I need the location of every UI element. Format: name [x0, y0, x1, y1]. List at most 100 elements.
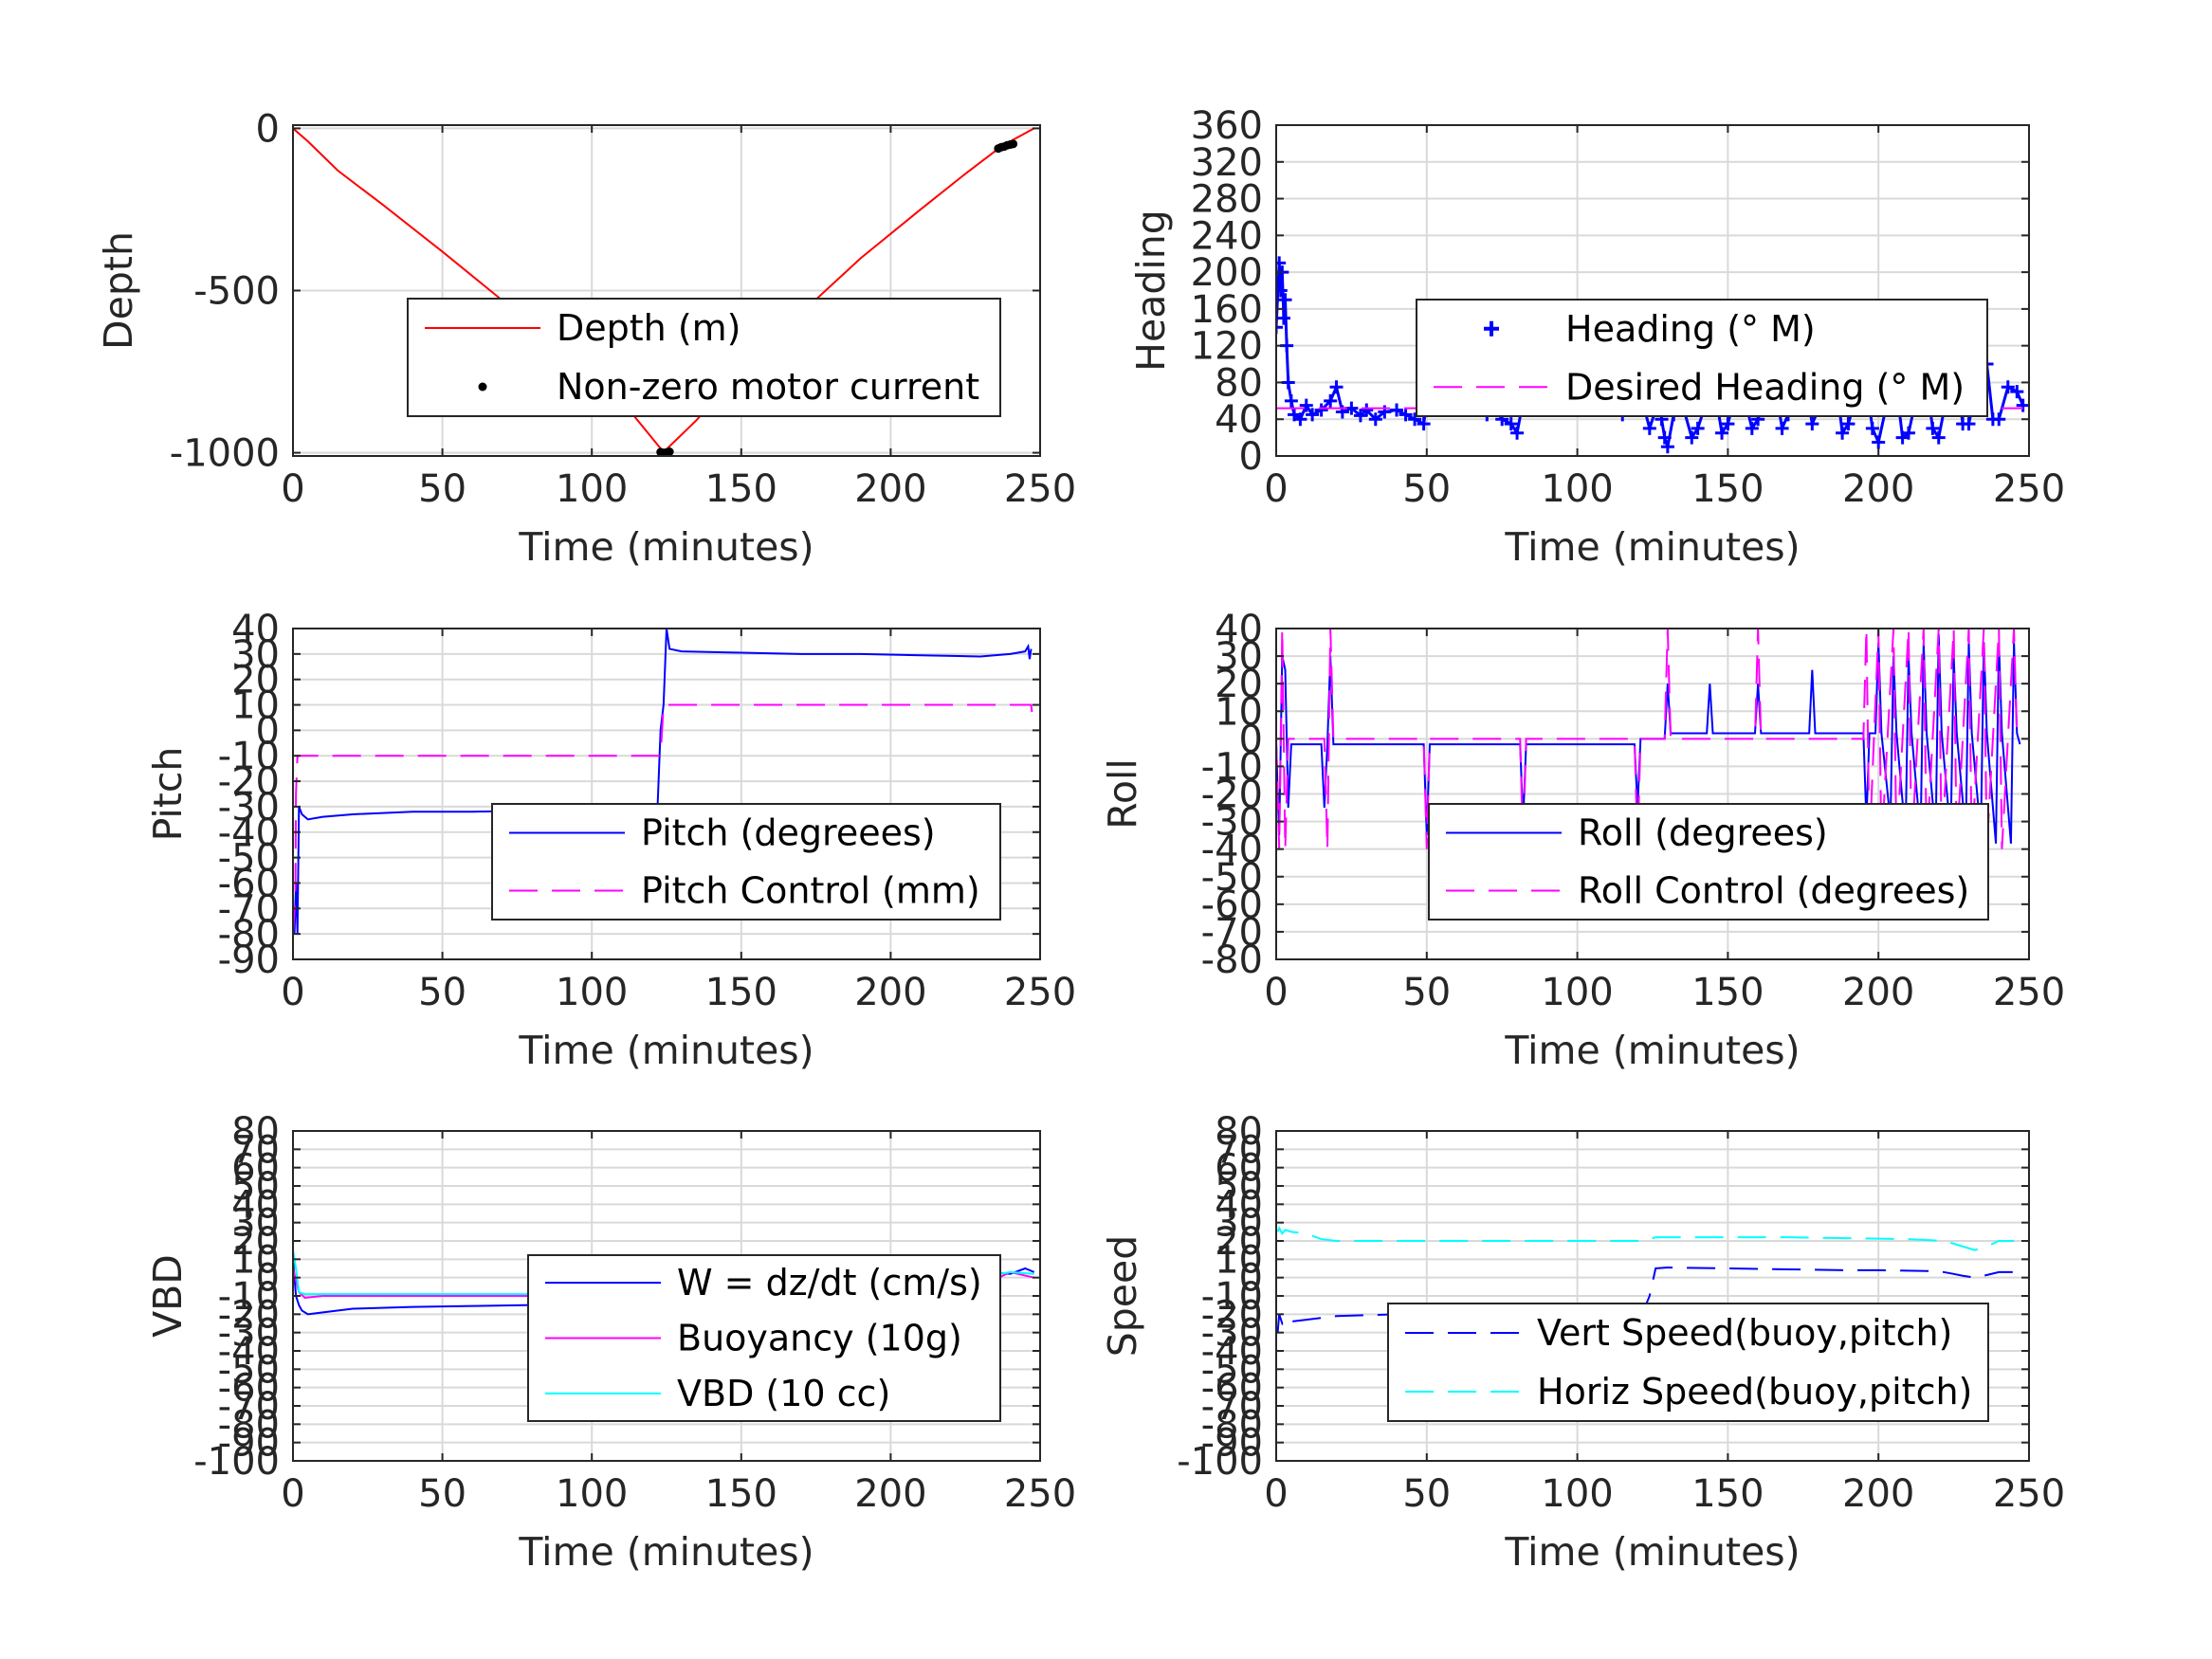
- y-tick-label: 40: [1215, 1183, 1263, 1227]
- series-line-1: [293, 703, 1034, 935]
- legend-box: [1416, 299, 1988, 417]
- y-tick-label: 60: [1215, 1147, 1263, 1191]
- data-point-plus: [1329, 380, 1344, 394]
- y-tick-label: -60: [218, 1367, 280, 1411]
- data-point-plus: [1398, 408, 1413, 422]
- data-point-plus: [1931, 430, 1946, 445]
- data-point-plus: [1992, 412, 2006, 427]
- x-tick-label: 200: [1842, 971, 1914, 1014]
- legend-box: [407, 298, 1001, 417]
- legend-marker-dot: [478, 382, 487, 392]
- data-point-plus: [2001, 380, 2015, 394]
- y-tick-label: 0: [1239, 1257, 1263, 1301]
- x-axis-label: Time (minutes): [1504, 1529, 1800, 1575]
- y-tick-label: -40: [218, 811, 280, 855]
- y-tick-label: 60: [231, 1147, 280, 1191]
- x-tick-label: 0: [281, 971, 304, 1014]
- data-point-plus: [1293, 412, 1307, 427]
- y-tick-label: 30: [1215, 635, 1263, 679]
- y-axis-label: Pitch: [145, 747, 191, 842]
- y-tick-label: -10: [1201, 1275, 1263, 1319]
- y-axis-label: Roll: [1100, 758, 1145, 830]
- chart-roll: 0 50 100 150 200 250-80-70-60-50-40-30-20-100…: [1100, 608, 2065, 1073]
- data-point-plus: [1360, 403, 1374, 417]
- legend: Pitch (degreees) Pitch Control (mm): [491, 803, 1001, 921]
- y-tick-label: 30: [231, 1202, 280, 1246]
- y-tick-label: -30: [1201, 1312, 1263, 1356]
- data-point-plus: [1390, 403, 1404, 417]
- data-point-plus: [1962, 417, 1976, 431]
- x-tick-label: 250: [1004, 971, 1076, 1014]
- data-point-plus: [1417, 417, 1431, 431]
- y-tick-label: -500: [193, 270, 280, 314]
- y-tick-label: 40: [1215, 398, 1263, 442]
- x-tick-label: 150: [705, 1472, 777, 1516]
- data-point-plus: [1276, 311, 1290, 325]
- y-tick-label: -50: [218, 1348, 280, 1392]
- y-tick-label: -1000: [170, 432, 280, 476]
- x-tick-label: 150: [705, 971, 777, 1014]
- data-point-plus: [1278, 293, 1292, 307]
- chart-depth: 0 50 100 150 200 250 0 -500 -1000 Time (minutes) D…: [96, 107, 1076, 570]
- data-point: [665, 447, 674, 456]
- y-tick-label: -70: [218, 887, 280, 931]
- data-point-plus: [1775, 421, 1789, 435]
- y-tick-label: 30: [1215, 1202, 1263, 1246]
- legend-entry-label: Pitch Control (mm): [641, 870, 980, 912]
- y-tick-label: -60: [1201, 884, 1263, 927]
- x-tick-label: 250: [1004, 1472, 1076, 1516]
- legend-box: [1428, 803, 1989, 921]
- y-tick-label: -20: [1201, 774, 1263, 817]
- y-tick-label: -50: [218, 837, 280, 881]
- legend-entry-label: Roll Control (degrees): [1578, 870, 1969, 912]
- x-tick-label: 150: [705, 467, 777, 511]
- data-point-plus: [1901, 426, 1915, 440]
- legend-entry-label: Heading (° M): [1565, 308, 1816, 350]
- series-line-0: [293, 629, 1033, 935]
- legend-entry-label: Buoyancy (10g): [677, 1318, 962, 1359]
- y-tick-label: -40: [218, 1330, 280, 1374]
- chart-vbd: 0 50 100 150 200 250-100-90-80-70-60-50-40-30…: [145, 1110, 1076, 1575]
- y-tick-label: -70: [1201, 1385, 1263, 1429]
- x-tick-label: 250: [1993, 971, 2065, 1014]
- y-tick-label: 120: [1191, 325, 1263, 369]
- legend-box: [1387, 1303, 1989, 1422]
- legend-entry-label: W = dz/dt (cm/s): [677, 1262, 982, 1304]
- x-tick-label: 100: [556, 1472, 628, 1516]
- x-tick-label: 250: [1993, 1472, 2065, 1516]
- y-tick-label: -20: [218, 1293, 280, 1337]
- y-tick-label: -10: [218, 735, 280, 778]
- data-point-plus: [1691, 421, 1705, 435]
- y-axis-label: Depth: [96, 231, 141, 350]
- data-point-plus: [1642, 421, 1656, 435]
- data-point-plus: [1408, 412, 1422, 427]
- y-tick-label: 10: [231, 684, 280, 728]
- y-tick-label: -50: [1201, 1348, 1263, 1392]
- x-tick-label: 0: [1264, 971, 1288, 1014]
- data-point-plus: [1660, 440, 1674, 454]
- series-line-0: [293, 127, 1035, 454]
- y-tick-label: 10: [1215, 1238, 1263, 1282]
- x-tick-label: 50: [418, 1472, 466, 1516]
- y-tick-label: -90: [218, 1422, 280, 1466]
- x-axis-label: Time (minutes): [518, 524, 814, 570]
- y-tick-label: -20: [218, 760, 280, 804]
- legend-marker-plus: [1484, 320, 1499, 337]
- x-tick-label: 100: [1541, 971, 1613, 1014]
- data-point-plus: [1504, 417, 1518, 431]
- legend: Heading (° M) Desired Heading (° M): [1416, 299, 1988, 417]
- y-tick-label: 40: [1215, 608, 1263, 651]
- x-tick-label: 100: [1541, 467, 1613, 511]
- data-layer: [1276, 629, 2021, 849]
- data-layer: [293, 127, 1035, 456]
- y-tick-label: -100: [193, 1440, 280, 1484]
- y-tick-label: 80: [1215, 1110, 1263, 1154]
- data-point-plus: [1841, 417, 1856, 431]
- data-point-plus: [1299, 398, 1313, 412]
- legend-entry-label: Non-zero motor current: [557, 366, 979, 408]
- x-tick-label: 250: [1004, 467, 1076, 511]
- axes-frame: [1275, 124, 2030, 457]
- y-tick-label: 0: [256, 709, 280, 753]
- legend: W = dz/dt (cm/s) Buoyancy (10g) VBD (10 cc…: [527, 1254, 1001, 1422]
- data-point-plus: [1284, 393, 1298, 408]
